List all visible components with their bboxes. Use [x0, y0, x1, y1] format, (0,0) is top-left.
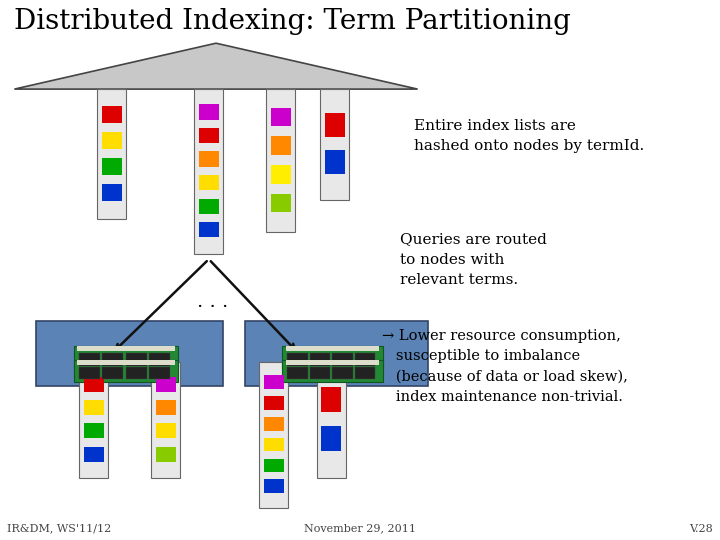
- Bar: [271, 193, 291, 212]
- Bar: [102, 367, 124, 379]
- Bar: [156, 377, 176, 392]
- Bar: [79, 362, 108, 478]
- Bar: [156, 447, 176, 462]
- Bar: [102, 106, 122, 123]
- Bar: [333, 353, 353, 366]
- Bar: [102, 158, 122, 174]
- Bar: [149, 367, 171, 379]
- Bar: [78, 347, 175, 351]
- Bar: [264, 375, 284, 389]
- Bar: [79, 353, 100, 366]
- Bar: [321, 387, 341, 412]
- Bar: [264, 396, 284, 410]
- Bar: [73, 347, 179, 368]
- Text: → Lower resource consumption,
   susceptible to imbalance
   (because of data or: → Lower resource consumption, susceptibl…: [382, 329, 627, 403]
- Bar: [102, 132, 122, 148]
- Bar: [199, 175, 219, 190]
- Bar: [84, 377, 104, 392]
- Bar: [199, 222, 219, 238]
- Bar: [287, 353, 307, 366]
- Bar: [151, 362, 180, 478]
- Text: Entire index lists are
hashed onto nodes by termId.: Entire index lists are hashed onto nodes…: [414, 119, 644, 153]
- Bar: [317, 362, 346, 478]
- Bar: [266, 89, 295, 232]
- Text: November 29, 2011: November 29, 2011: [304, 523, 416, 534]
- Bar: [325, 150, 345, 174]
- Bar: [156, 423, 176, 438]
- Bar: [245, 321, 428, 386]
- Bar: [79, 367, 100, 379]
- Text: Distributed Indexing: Term Partitioning: Distributed Indexing: Term Partitioning: [14, 8, 571, 35]
- Bar: [355, 367, 375, 379]
- Bar: [320, 89, 349, 200]
- Bar: [271, 165, 291, 184]
- Text: Queries are routed
to nodes with
relevant terms.: Queries are routed to nodes with relevan…: [400, 232, 546, 287]
- Bar: [287, 367, 307, 379]
- Bar: [97, 89, 126, 219]
- Bar: [264, 438, 284, 451]
- Bar: [73, 360, 179, 382]
- Bar: [264, 417, 284, 430]
- Text: IR&DM, WS'11/12: IR&DM, WS'11/12: [7, 523, 112, 534]
- Bar: [199, 199, 219, 214]
- Bar: [282, 347, 383, 368]
- Bar: [286, 360, 379, 365]
- Bar: [102, 353, 124, 366]
- Bar: [84, 423, 104, 438]
- Bar: [194, 89, 223, 254]
- Bar: [199, 104, 219, 120]
- Bar: [84, 400, 104, 415]
- Bar: [102, 184, 122, 200]
- Bar: [156, 400, 176, 415]
- Polygon shape: [14, 43, 418, 89]
- Bar: [321, 426, 341, 451]
- Bar: [78, 360, 175, 365]
- Bar: [282, 360, 383, 382]
- Bar: [125, 353, 147, 366]
- Bar: [264, 458, 284, 472]
- Bar: [264, 480, 284, 493]
- Bar: [325, 113, 345, 137]
- Bar: [199, 128, 219, 143]
- Bar: [310, 367, 330, 379]
- Bar: [286, 347, 379, 351]
- Text: V.28: V.28: [689, 523, 713, 534]
- Bar: [310, 353, 330, 366]
- Bar: [355, 353, 375, 366]
- Bar: [149, 353, 171, 366]
- Bar: [271, 136, 291, 155]
- Bar: [333, 367, 353, 379]
- Bar: [84, 447, 104, 462]
- Bar: [259, 362, 288, 508]
- Bar: [271, 107, 291, 126]
- Bar: [125, 367, 147, 379]
- Bar: [199, 151, 219, 167]
- Text: . . .: . . .: [197, 293, 228, 312]
- Bar: [36, 321, 223, 386]
